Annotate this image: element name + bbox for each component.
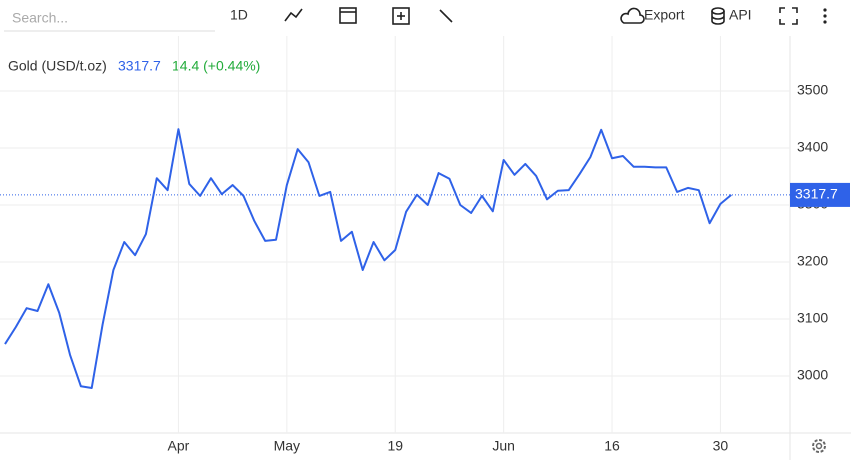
x-tick-label: Apr bbox=[168, 438, 190, 454]
search-input[interactable]: Search... bbox=[12, 10, 68, 26]
tools-icon[interactable] bbox=[439, 9, 453, 23]
api-button[interactable]: API bbox=[729, 7, 752, 23]
menu-icon[interactable] bbox=[823, 8, 827, 24]
last-price-tag bbox=[790, 182, 850, 207]
y-tick-label: 3400 bbox=[797, 139, 828, 155]
export-button[interactable]: Export bbox=[644, 7, 685, 23]
x-tick-label: Jun bbox=[492, 438, 515, 454]
price-change: 14.4 (+0.44%) bbox=[172, 58, 260, 74]
x-tick-label: 30 bbox=[713, 438, 729, 454]
settings-icon[interactable] bbox=[812, 439, 826, 453]
x-tick-label: 19 bbox=[387, 438, 403, 454]
chart-type-icon[interactable] bbox=[284, 8, 303, 22]
y-tick-label: 3000 bbox=[797, 367, 828, 383]
y-tick-label: 3500 bbox=[797, 82, 828, 98]
last-price-tag-label: 3317.7 bbox=[795, 186, 838, 202]
chart-title: Gold (USD/t.oz) bbox=[8, 58, 107, 74]
y-tick-label: 3100 bbox=[797, 310, 828, 326]
x-tick-label: 16 bbox=[604, 438, 620, 454]
y-tick-label: 3200 bbox=[797, 253, 828, 269]
last-price: 3317.7 bbox=[118, 58, 161, 74]
compare-icon[interactable] bbox=[392, 7, 410, 25]
fullscreen-icon[interactable] bbox=[779, 7, 798, 25]
interval-button[interactable]: 1D bbox=[230, 7, 248, 23]
api-icon-body bbox=[711, 11, 725, 25]
calendar-icon[interactable] bbox=[339, 7, 357, 24]
price-line bbox=[4, 128, 732, 389]
export-icon[interactable] bbox=[620, 7, 645, 24]
x-tick-label: May bbox=[274, 438, 300, 454]
